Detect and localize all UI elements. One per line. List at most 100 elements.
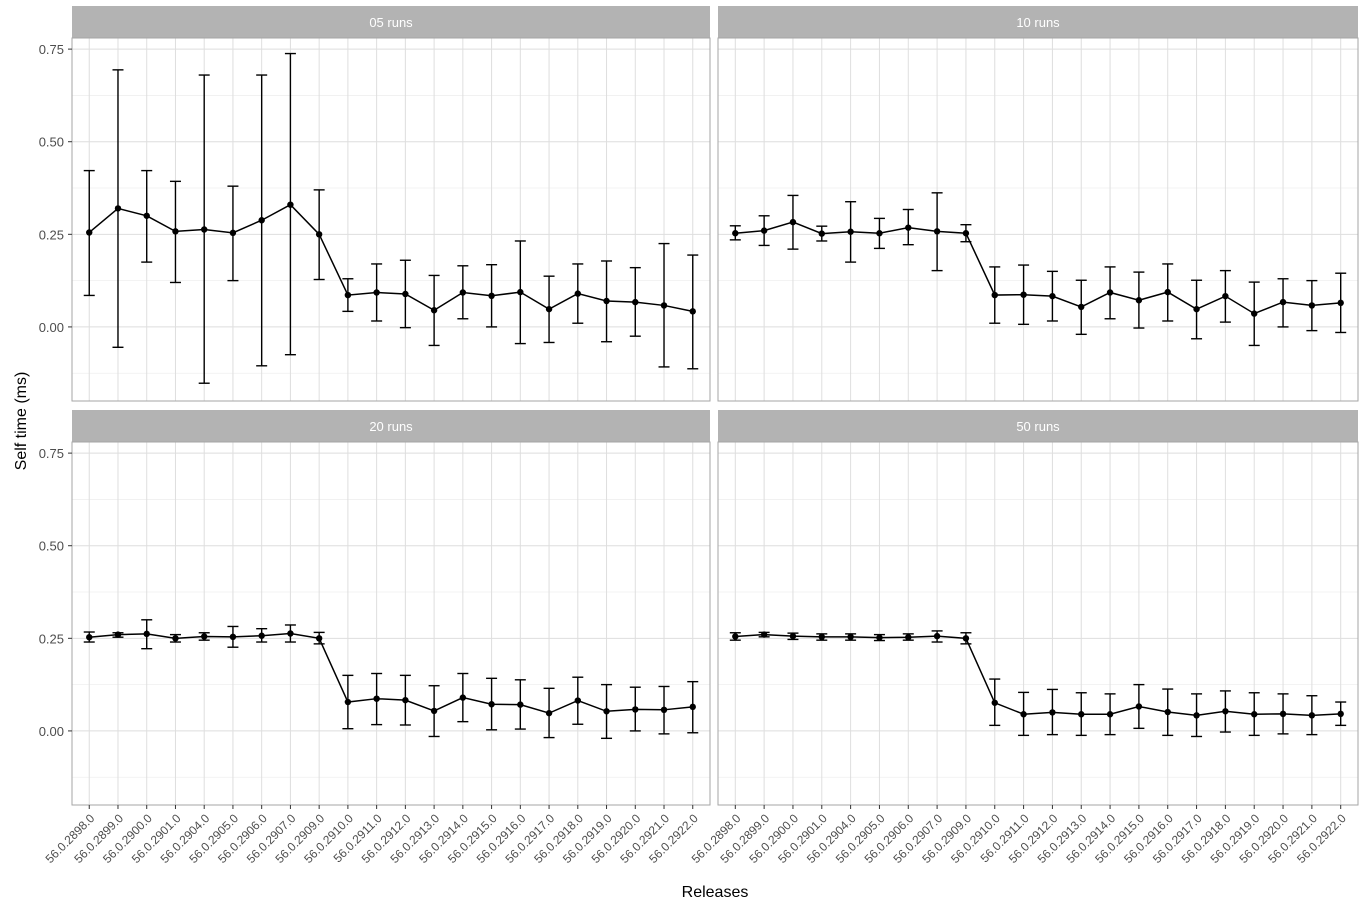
data-point [660, 302, 668, 309]
panel-border [717, 441, 1359, 806]
data-point [1308, 712, 1316, 719]
facet-strip [718, 6, 1358, 38]
data-point [1106, 711, 1114, 718]
data-point [200, 633, 208, 640]
data-point [574, 697, 582, 704]
panel-border [717, 37, 1359, 402]
data-point [1308, 302, 1316, 309]
data-point [1337, 710, 1344, 718]
facet-strip-label: 20 runs [369, 419, 413, 434]
data-point [143, 630, 150, 638]
data-point [545, 305, 553, 313]
data-point [402, 290, 409, 298]
data-point [818, 633, 825, 641]
data-point [258, 632, 265, 639]
data-point [287, 201, 294, 208]
data-point [229, 633, 237, 641]
facet-strip [72, 6, 710, 38]
data-point [1106, 289, 1114, 296]
data-point [114, 205, 122, 212]
data-point [689, 703, 696, 711]
data-point [315, 635, 323, 642]
data-point [632, 298, 639, 306]
data-point [1193, 305, 1200, 313]
y-tick-label: 0.50 [39, 135, 64, 150]
data-point [200, 226, 208, 233]
y-axis-title: Self time (ms) [13, 372, 30, 471]
data-point [818, 230, 825, 237]
data-point [459, 694, 467, 701]
data-point [1020, 291, 1027, 298]
panel-1: 05 runs 0.00 0.25 0.50 0.75 [39, 6, 711, 402]
data-point [1193, 712, 1200, 719]
data-point [488, 701, 495, 708]
data-point [1049, 292, 1056, 300]
series-line [88, 203, 693, 313]
data-point [344, 291, 352, 299]
data-point [962, 635, 970, 642]
data-point [172, 228, 179, 235]
data-point [373, 289, 380, 296]
data-point [962, 230, 970, 237]
data-point [517, 701, 524, 708]
y-tick-label: 0.00 [39, 320, 64, 335]
data-point [1251, 310, 1258, 317]
data-point [933, 632, 941, 640]
data-point [847, 228, 854, 235]
data-point [517, 288, 524, 296]
y-tick-label: 0.25 [39, 227, 64, 242]
data-point [660, 706, 668, 714]
data-point [991, 291, 998, 299]
y-tick-label: 0.25 [39, 631, 64, 646]
data-point [430, 707, 438, 715]
facet-strip [72, 410, 710, 442]
data-point [789, 218, 797, 226]
data-point [344, 698, 352, 706]
facet-strip-label: 10 runs [1016, 15, 1060, 30]
y-tick-label: 0.00 [39, 724, 64, 739]
data-point [933, 228, 941, 235]
data-point [876, 634, 883, 641]
data-point [876, 230, 883, 237]
data-point [789, 632, 797, 640]
x-axis-title: Releases [682, 884, 749, 901]
panel-border [71, 441, 711, 806]
data-point [603, 708, 610, 715]
data-point [991, 699, 998, 706]
data-point [373, 695, 380, 702]
data-point [258, 217, 265, 224]
data-point [1279, 298, 1287, 306]
data-point [574, 290, 582, 297]
data-point [229, 229, 237, 237]
facet-strip [718, 410, 1358, 442]
series-line [735, 633, 1341, 717]
data-point [1251, 711, 1258, 718]
data-point [545, 709, 553, 717]
data-point [315, 231, 323, 238]
data-point [1135, 297, 1143, 304]
data-point [1078, 711, 1085, 718]
data-point [1020, 711, 1027, 718]
data-point [143, 212, 150, 219]
panel-border [71, 37, 711, 402]
data-point [114, 631, 122, 638]
data-point [603, 297, 610, 305]
data-point [632, 706, 639, 713]
data-point [1222, 708, 1229, 715]
panel-2: 10 runs [717, 6, 1359, 402]
data-point [732, 230, 739, 237]
data-point [847, 633, 854, 641]
data-point [172, 635, 179, 642]
facet-strip-label: 50 runs [1016, 419, 1060, 434]
data-point [86, 229, 93, 236]
y-tick-label: 0.50 [39, 539, 64, 554]
data-point [459, 289, 467, 296]
facet-strip-label: 05 runs [369, 15, 413, 30]
data-point [905, 634, 912, 641]
series-line [735, 221, 1341, 315]
data-point [287, 630, 294, 637]
data-point [689, 308, 696, 315]
panel-4: 50 runs56.0.2898.056.0.2899.056.0.2900.0… [689, 410, 1359, 866]
data-point [1164, 708, 1171, 716]
